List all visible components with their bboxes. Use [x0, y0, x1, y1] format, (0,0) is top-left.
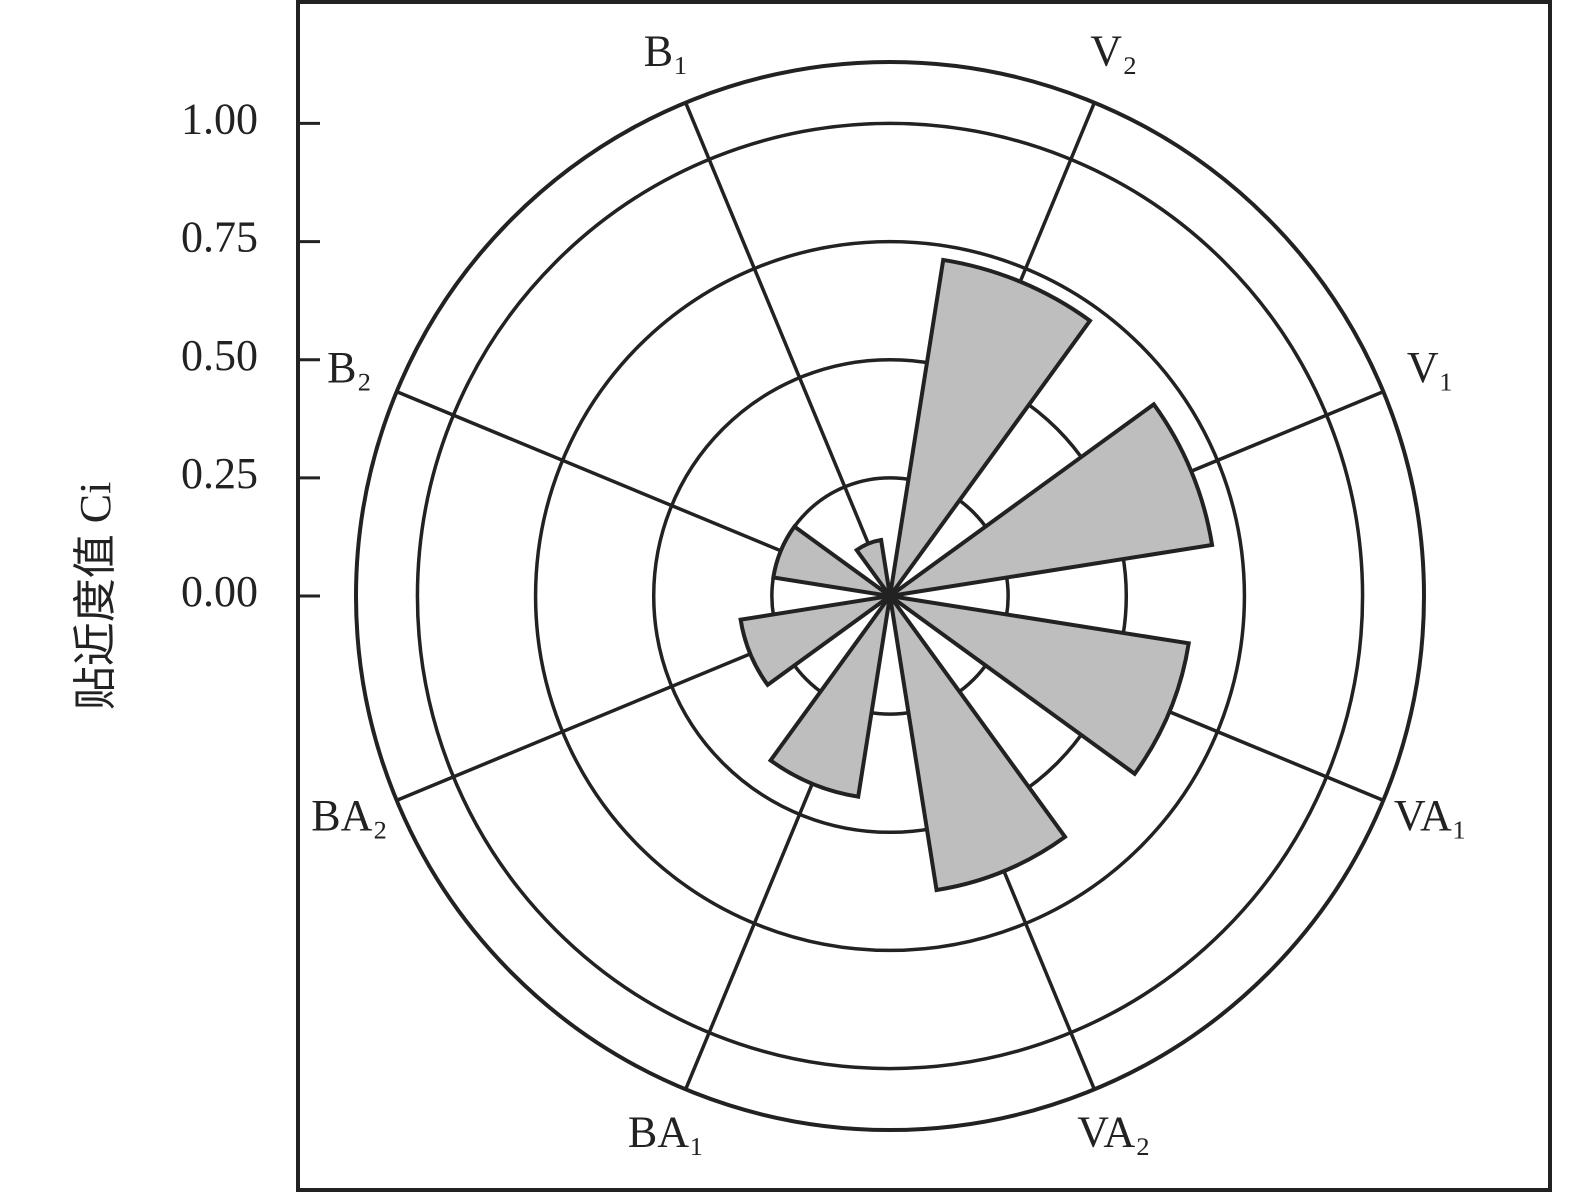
y-tick-label: 0.00 — [181, 567, 258, 616]
category-label: VA₂ — [1077, 1108, 1150, 1157]
category-label: B₁ — [644, 27, 689, 76]
bar — [853, 537, 892, 598]
grid-ring — [651, 357, 1129, 835]
y-tick-label: 0.75 — [181, 213, 258, 262]
grid-ring — [770, 476, 1010, 716]
y-tick-label: 0.50 — [181, 331, 258, 380]
spoke — [684, 101, 892, 597]
bar — [767, 594, 892, 799]
bar — [888, 594, 1068, 893]
category-label: B₂ — [327, 343, 372, 392]
y-tick-label: 0.25 — [181, 449, 258, 498]
bar — [771, 523, 892, 598]
frame — [296, 0, 1552, 1192]
bar — [888, 594, 1192, 777]
bar — [888, 257, 1093, 598]
bar — [888, 401, 1215, 598]
grid-ring — [533, 239, 1247, 953]
y-axis-label: 贴近度值 Ci — [71, 482, 120, 711]
category-label: BA₂ — [311, 791, 387, 840]
category-label: VA₁ — [1394, 791, 1467, 840]
category-label: V₁ — [1407, 343, 1454, 392]
category-label: V₂ — [1090, 27, 1137, 76]
y-tick-label: 1.00 — [181, 95, 258, 144]
grid-ring — [415, 121, 1365, 1071]
category-label: BA₁ — [628, 1108, 704, 1157]
bar — [738, 594, 892, 688]
outer-ring — [354, 60, 1426, 1132]
